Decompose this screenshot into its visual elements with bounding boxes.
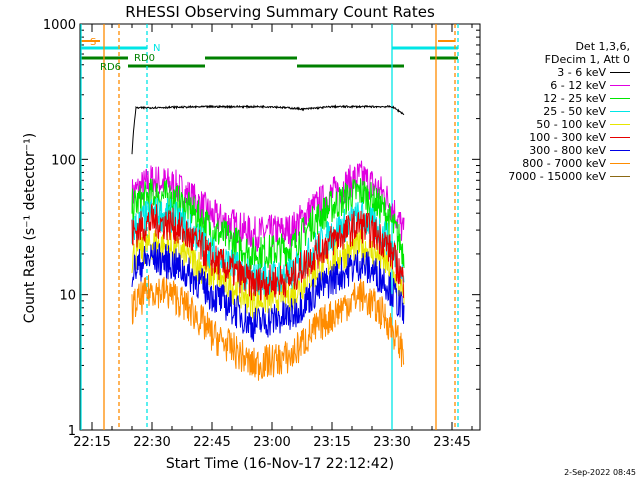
series-line-3-6-kev <box>131 104 405 155</box>
y-tick-label: 1 <box>68 424 76 439</box>
y-tick-label: 100 <box>51 153 76 168</box>
legend-item: 7000 - 15000 keV <box>480 170 630 183</box>
y-tick-label: 1000 <box>43 18 76 33</box>
flag-label-rd6: RD6 <box>100 62 121 73</box>
legend-label: 6 - 12 keV <box>550 79 606 92</box>
legend-swatch <box>610 163 630 164</box>
legend-label: 7000 - 15000 keV <box>508 170 606 183</box>
series-line-800-7000-kev <box>131 274 405 381</box>
legend-item: 800 - 7000 keV <box>480 157 630 170</box>
legend-swatch <box>610 85 630 86</box>
series-line-300-800-kev <box>131 241 405 342</box>
series-line-100-300-kev <box>131 202 405 301</box>
legend-swatch <box>610 124 630 125</box>
legend-label: 100 - 300 keV <box>529 131 606 144</box>
series-line-12-25-kev <box>131 178 405 271</box>
legend-label: 800 - 7000 keV <box>522 157 606 170</box>
legend-label: 25 - 50 keV <box>543 105 606 118</box>
legend-label: 3 - 6 keV <box>557 66 606 79</box>
legend-swatch <box>610 98 630 99</box>
legend-label: 12 - 25 keV <box>543 92 606 105</box>
x-tick-label: 22:45 <box>193 435 230 450</box>
legend-item: 100 - 300 keV <box>480 131 630 144</box>
legend-swatch <box>610 150 630 151</box>
footer-date: 2-Sep-2022 08:45 <box>564 468 636 477</box>
legend-item: 300 - 800 keV <box>480 144 630 157</box>
legend-item: 3 - 6 keV <box>480 66 630 79</box>
x-tick-label: 22:30 <box>133 435 170 450</box>
y-tick-label: 10 <box>59 289 76 304</box>
legend-swatch <box>610 137 630 138</box>
plot-frame <box>79 23 481 431</box>
legend-swatch <box>610 176 630 177</box>
legend-label: 50 - 100 keV <box>536 118 606 131</box>
flag-label-rd0: RD0 <box>134 53 155 64</box>
legend-swatch <box>610 72 630 73</box>
legend-header-line-1: Det 1,3,6, <box>575 40 630 53</box>
x-tick-label: 23:15 <box>313 435 350 450</box>
x-tick-label: 23:00 <box>253 435 290 450</box>
flag-label-n: N <box>153 43 160 54</box>
legend-label: 300 - 800 keV <box>529 144 606 157</box>
flag-label-s: S <box>90 37 96 48</box>
legend-item: 6 - 12 keV <box>480 79 630 92</box>
legend: Det 1,3,6, FDecim 1, Att 0 3 - 6 keV 6 - … <box>480 40 630 183</box>
x-tick-label: 23:45 <box>433 435 470 450</box>
chart-title: RHESSI Observing Summary Count Rates <box>125 3 435 21</box>
legend-item: 25 - 50 keV <box>480 105 630 118</box>
legend-item: 50 - 100 keV <box>480 118 630 131</box>
y-axis-label: Count Rate (s⁻¹ detector⁻¹) <box>22 133 38 323</box>
x-tick-label: 23:30 <box>373 435 410 450</box>
series-line-50-100-kev <box>131 228 405 319</box>
x-tick-label: 22:15 <box>73 435 110 450</box>
legend-swatch <box>610 111 630 112</box>
x-axis-label: Start Time (16-Nov-17 22:12:42) <box>166 456 394 472</box>
legend-header-line-2: FDecim 1, Att 0 <box>544 53 630 66</box>
legend-item: 12 - 25 keV <box>480 92 630 105</box>
